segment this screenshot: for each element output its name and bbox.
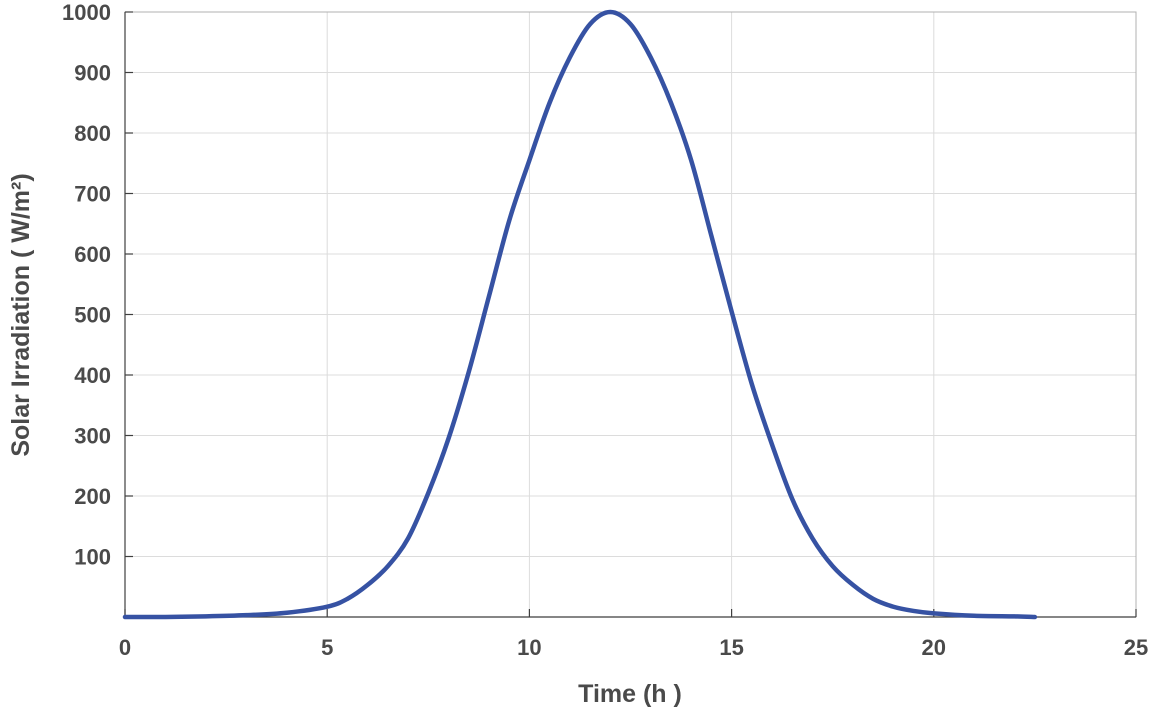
series-line-0	[122, 9, 1038, 620]
x-tick-label-4: 20	[922, 635, 946, 660]
y-tick-label-6: 700	[74, 182, 111, 207]
y-tick-label-8: 900	[74, 61, 111, 86]
y-tick-label-4: 500	[74, 303, 111, 328]
y-tick-label-0: 100	[74, 545, 111, 570]
x-tick-label-2: 10	[517, 635, 541, 660]
y-tick-label-7: 800	[74, 121, 111, 146]
y-axis-title: Solar Irradiation ( W/m²)	[7, 173, 35, 456]
x-tick-label-0: 0	[119, 635, 131, 660]
x-tick-label-5: 25	[1124, 635, 1148, 660]
x-tick-label-3: 15	[719, 635, 743, 660]
y-tick-label-5: 600	[74, 242, 111, 267]
grid-lines	[125, 11, 1137, 617]
y-tick-label-1: 200	[74, 484, 111, 509]
data-series	[122, 9, 1038, 620]
x-axis-title: Time (h )	[578, 680, 682, 708]
y-tick-label-9: 1000	[62, 0, 111, 25]
x-tick-label-1: 5	[321, 635, 333, 660]
axis-ticks: 0 5 10 15 20 25 100 200 300 400 500 600 700 800 900 100…	[62, 0, 1148, 660]
y-tick-label-3: 400	[74, 363, 111, 388]
y-tick-label-2: 300	[74, 424, 111, 449]
